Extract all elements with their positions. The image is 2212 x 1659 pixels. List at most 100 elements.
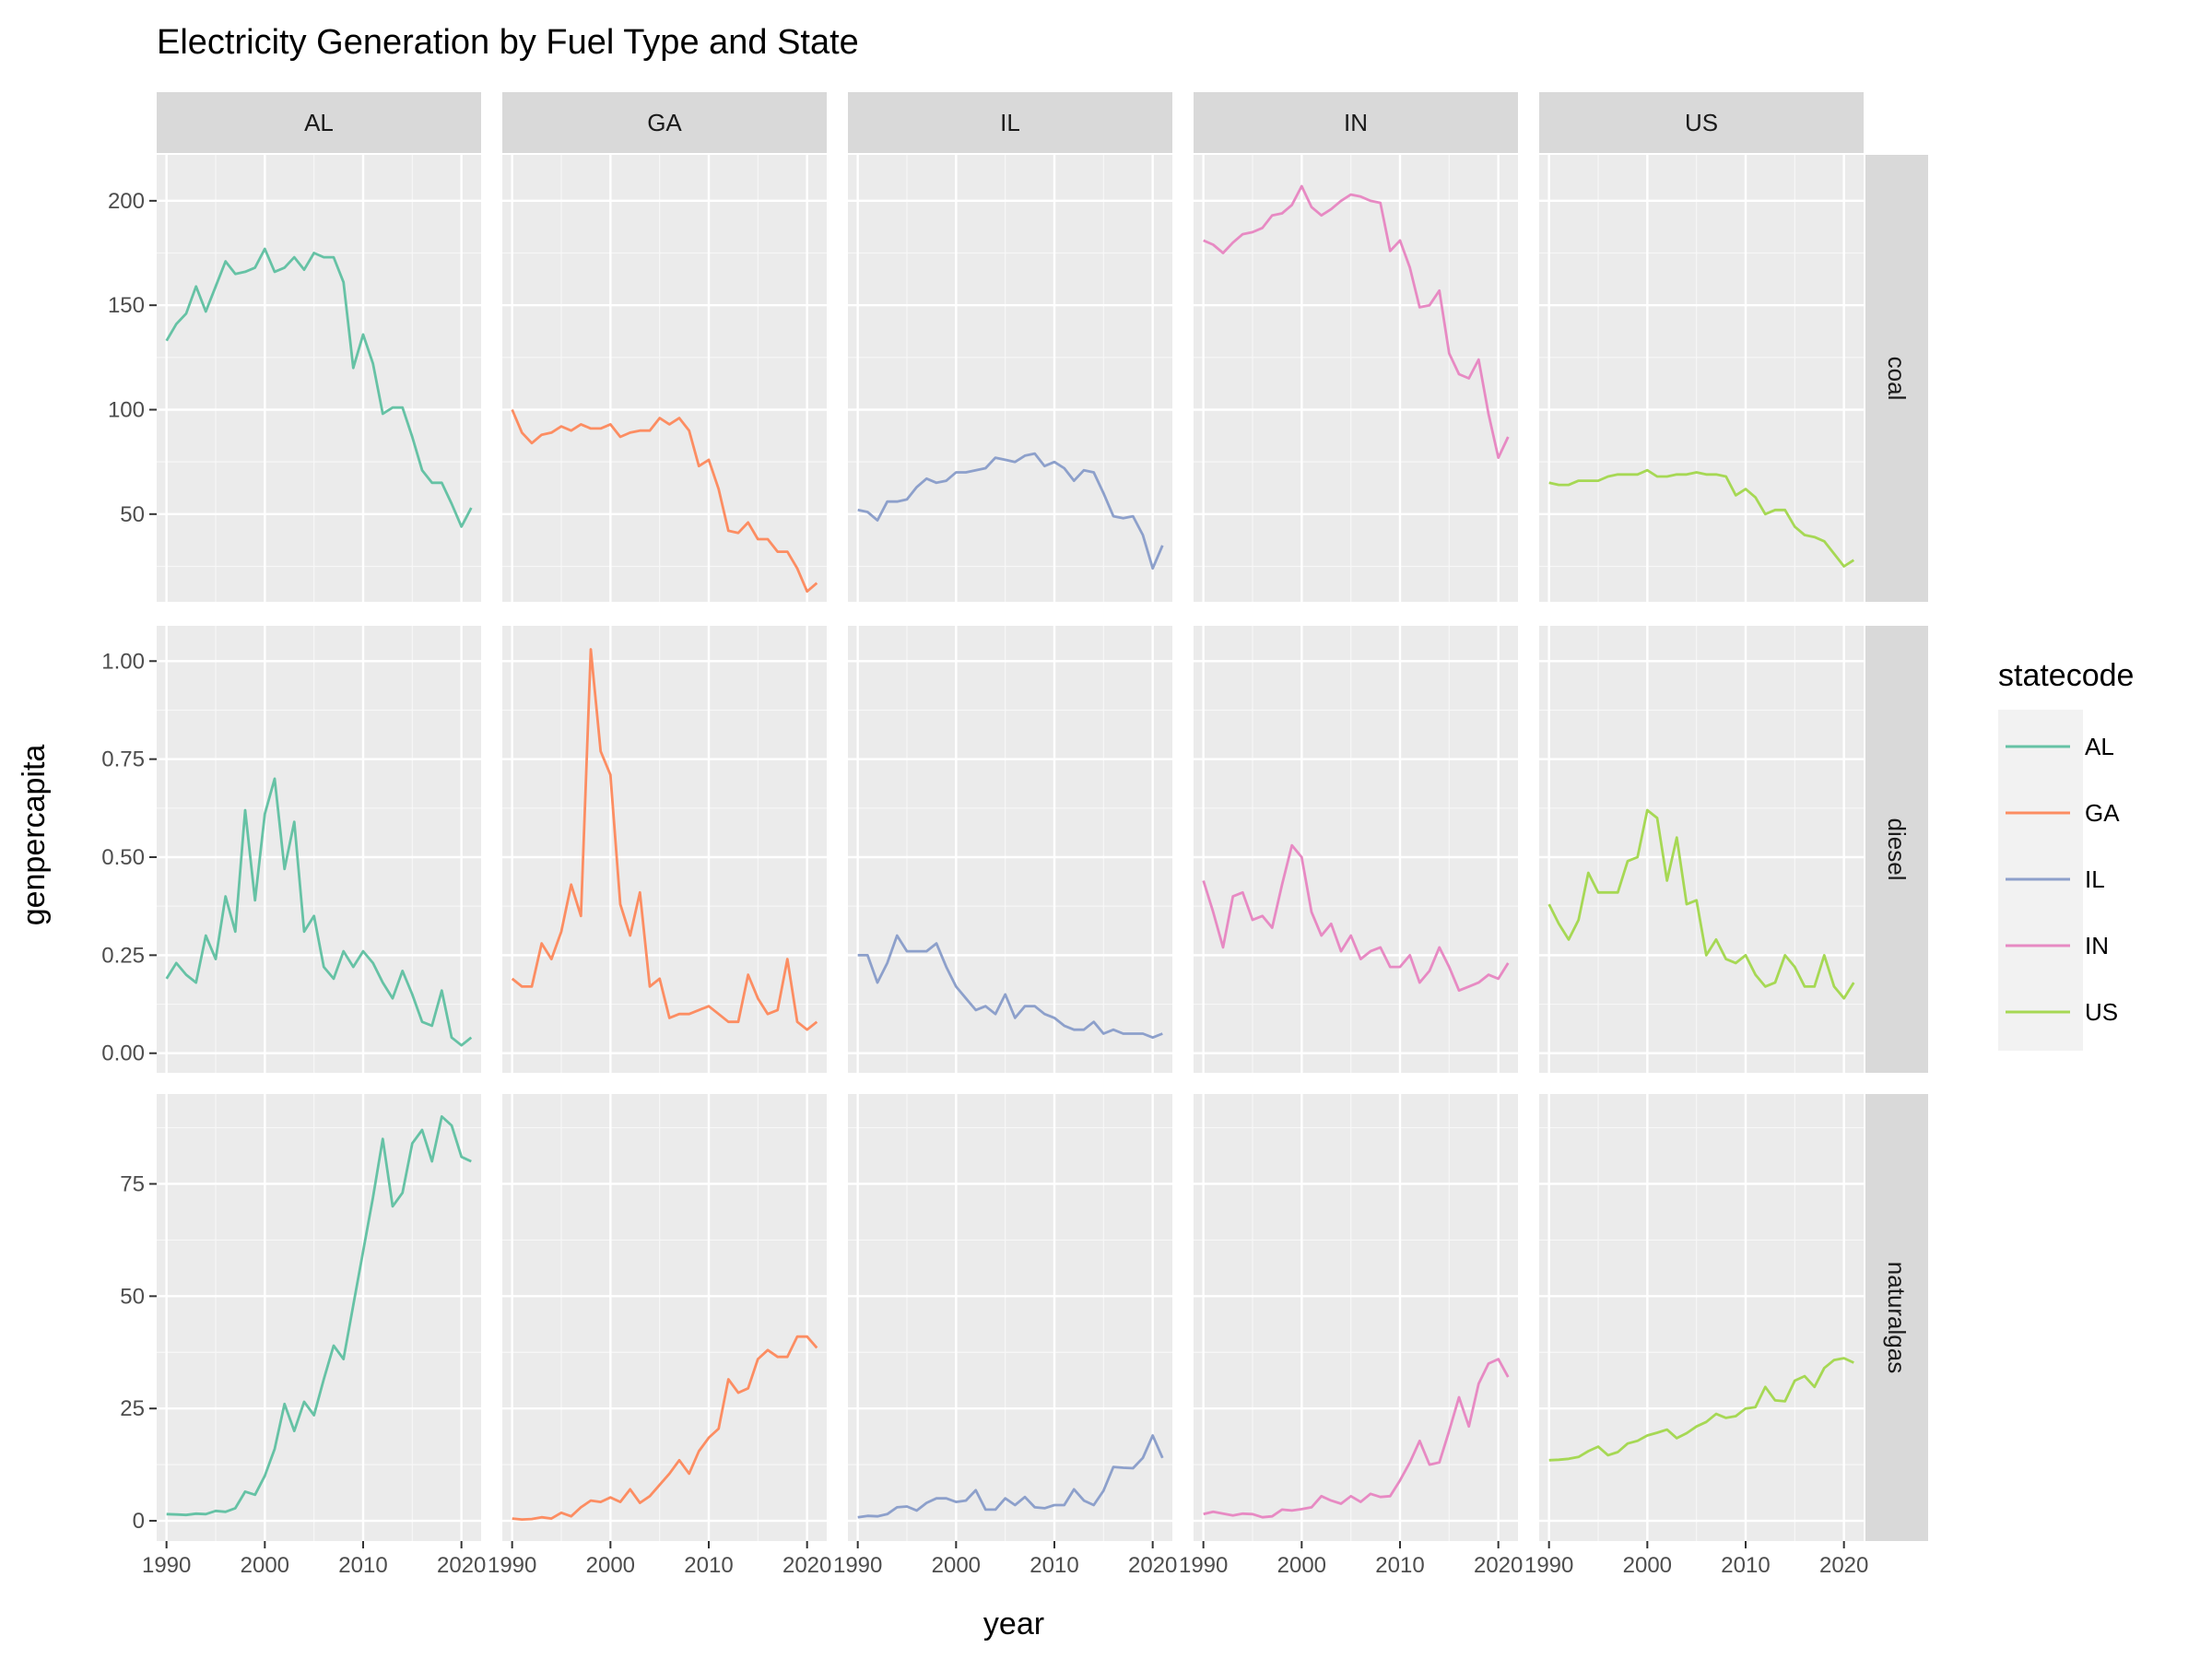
panel-naturalgas-in [1194, 1094, 1518, 1541]
facet-panels [157, 155, 1864, 1541]
y-axis-title: genpercapita [17, 745, 52, 926]
facet-strip-ga: GA [502, 92, 827, 153]
legend-item-al: AL [2006, 733, 2114, 760]
legend-item-ga: GA [2006, 799, 2120, 827]
row-strip-label: diesel [1883, 818, 1911, 881]
facet-strip-label: IN [1344, 109, 1368, 136]
y-tick-label-naturalgas: 50 [120, 1284, 145, 1309]
series-line-us-coal [1548, 468, 1855, 568]
series-line-us-naturalgas [1548, 1357, 1854, 1462]
x-tick-label: 2010 [1030, 1553, 1078, 1578]
panel-naturalgas-al [157, 1094, 481, 1541]
row-strip-coal: coal [1865, 155, 1928, 602]
x-tick-label: 2000 [1277, 1553, 1326, 1578]
series-line-al-naturalgas [166, 1115, 472, 1517]
series-line-us-diesel [1547, 808, 1855, 1000]
legend-item-il: IL [2006, 865, 2105, 893]
panel-coal-in [1194, 155, 1518, 602]
y-tick-label-coal: 150 [108, 293, 145, 318]
panel-diesel-al [157, 626, 481, 1073]
series-line-ga-diesel [511, 648, 818, 1031]
row-strip-bg [1865, 1094, 1928, 1541]
panel-background [1194, 155, 1518, 602]
y-tick-label-diesel: 0.00 [101, 1041, 145, 1066]
facet-strip-al: AL [157, 92, 481, 153]
panel-coal-ga [502, 155, 827, 602]
row-strip-label: coal [1883, 357, 1911, 401]
panel-background [848, 155, 1172, 602]
facet-strip-label: AL [304, 109, 334, 136]
x-tick-label: 2010 [1721, 1553, 1770, 1578]
panel-background [1539, 626, 1864, 1073]
panel-coal-us [1539, 155, 1864, 602]
legend-label: IL [2085, 865, 2105, 893]
y-tick-label-naturalgas: 0 [133, 1509, 145, 1534]
series-line-il-coal [857, 452, 1164, 571]
panel-background [157, 155, 481, 602]
x-tick-label: 1990 [142, 1553, 191, 1578]
series-line-al-diesel [165, 777, 473, 1047]
series-line-in-diesel [1202, 843, 1510, 993]
x-tick-label: 2020 [1128, 1553, 1177, 1578]
series-line-ga-naturalgas [512, 1335, 818, 1521]
facet-strip-us: US [1539, 92, 1864, 153]
x-tick-label: 2020 [782, 1553, 831, 1578]
facet-strip-bg [1194, 92, 1518, 153]
y-tick-label-coal: 100 [108, 397, 145, 422]
series-line-in-naturalgas [1203, 1358, 1510, 1519]
series-line-il-diesel [857, 934, 1163, 1040]
x-tick-label: 1990 [488, 1553, 536, 1578]
facet-strip-bg [157, 92, 481, 153]
x-tick-label: 2000 [932, 1553, 981, 1578]
y-axes: 50 100 150 200 0.00 0.25 0.50 0.75 1.00 0 25 50 75 [101, 189, 157, 1534]
row-strip-bg [1865, 626, 1928, 1073]
facet-strip-bg [848, 92, 1172, 153]
row-strip-label: naturalgas [1883, 1262, 1911, 1373]
y-tick-label-diesel: 1.00 [101, 649, 145, 674]
panel-background [157, 626, 481, 1073]
panel-naturalgas-us [1539, 1094, 1864, 1541]
panel-naturalgas-il [848, 1094, 1172, 1541]
panel-diesel-il [848, 626, 1172, 1073]
row-strip-diesel: diesel [1865, 626, 1928, 1073]
panel-background [157, 1094, 481, 1541]
facet-strip-label: IL [1000, 109, 1020, 136]
legend-label: AL [2085, 733, 2114, 760]
x-tick-label: 1990 [1524, 1553, 1573, 1578]
x-tick-label: 2010 [684, 1553, 733, 1578]
x-tick-label: 1990 [1179, 1553, 1228, 1578]
panel-background [848, 626, 1172, 1073]
y-tick-label-diesel: 0.50 [101, 845, 145, 870]
x-axis-title: year [983, 1606, 1044, 1641]
y-tick-label-diesel: 0.75 [101, 747, 145, 772]
y-tick-label-coal: 200 [108, 189, 145, 214]
x-tick-label: 2000 [241, 1553, 289, 1578]
legend-item-us: US [2006, 998, 2118, 1026]
y-tick-label-diesel: 0.25 [101, 943, 145, 968]
y-tick-label-naturalgas: 75 [120, 1171, 145, 1196]
panel-background [502, 155, 827, 602]
legend-item-in: IN [2006, 932, 2109, 959]
panel-background [1194, 626, 1518, 1073]
panel-background [848, 1094, 1172, 1541]
series-line-in-coal [1203, 184, 1510, 460]
x-tick-label: 1990 [833, 1553, 882, 1578]
facet-strip-label: US [1685, 109, 1718, 136]
x-tick-label: 2020 [437, 1553, 486, 1578]
x-tick-label: 2020 [1819, 1553, 1868, 1578]
x-axes: 1990 2000 2010 2020 1990 2000 2010 2020 1990 2000… [142, 1541, 1868, 1578]
row-strip-naturalgas: naturalgas [1865, 1094, 1928, 1541]
x-tick-label: 2020 [1474, 1553, 1523, 1578]
y-tick-label-coal: 50 [120, 502, 145, 527]
facet-strip-bg [1539, 92, 1864, 153]
y-tick-label-naturalgas: 25 [120, 1396, 145, 1421]
panel-background [1194, 1094, 1518, 1541]
legend-title: statecode [1998, 658, 2134, 693]
chart-title: Electricity Generation by Fuel Type and … [157, 23, 859, 62]
legend: statecode AL GA IL IN US [1998, 658, 2134, 1051]
facet-strip-in: IN [1194, 92, 1518, 153]
x-tick-label: 2010 [1375, 1553, 1424, 1578]
x-tick-label: 2000 [1623, 1553, 1672, 1578]
legend-label: IN [2085, 932, 2109, 959]
